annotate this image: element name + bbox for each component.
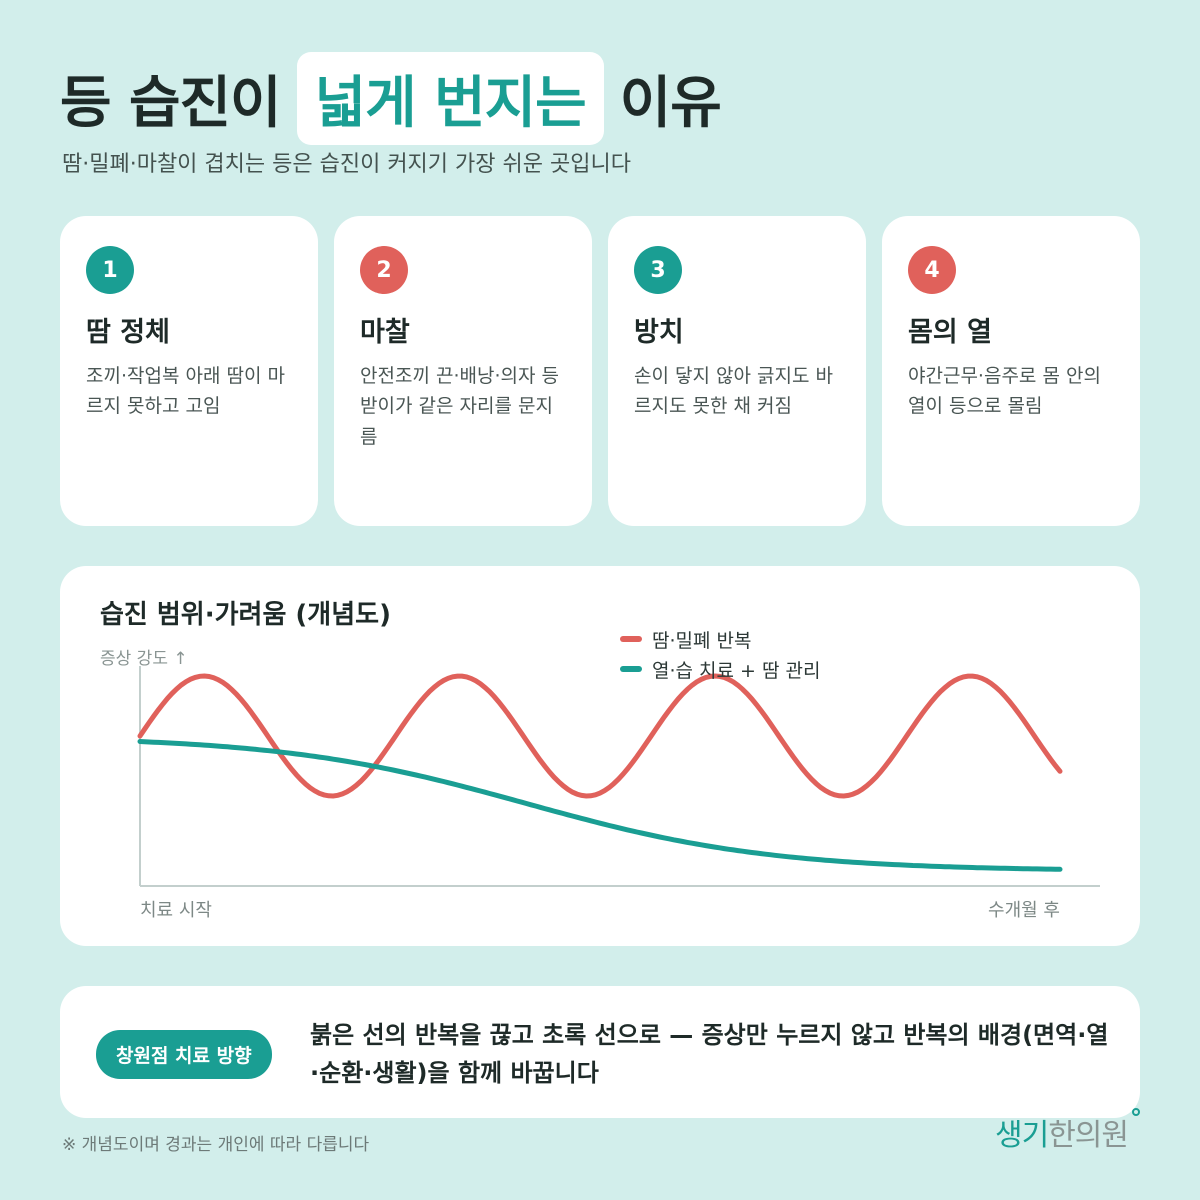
reason-card-3: 3 방치 손이 닿지 않아 긁지도 바르지도 못한 채 커짐 bbox=[608, 216, 866, 526]
legend-swatch-red bbox=[620, 636, 642, 642]
reason-card-1: 1 땀 정체 조끼·작업복 아래 땀이 마르지 못하고 고임 bbox=[60, 216, 318, 526]
card-description: 안전조끼 끈·배낭·의자 등받이가 같은 자리를 문지름 bbox=[360, 365, 559, 448]
legend-label: 땀·밀폐 반복 bbox=[652, 629, 752, 652]
card-number-badge: 1 bbox=[86, 246, 134, 294]
card-title: 땀 정체 bbox=[86, 317, 170, 348]
page-subtitle: 땀·밀폐·마찰이 겹치는 등은 습진이 커지기 가장 쉬운 곳입니다 bbox=[62, 152, 631, 177]
card-title: 방치 bbox=[634, 317, 684, 348]
x-axis-end-label: 수개월 후 bbox=[988, 900, 1060, 921]
reason-cards: 1 땀 정체 조끼·작업복 아래 땀이 마르지 못하고 고임 2 마찰 안전조끼… bbox=[60, 216, 1140, 526]
title-part1: 등 습진이 bbox=[60, 71, 282, 136]
card-description: 손이 닿지 않아 긁지도 바르지도 못한 채 커짐 bbox=[634, 365, 833, 418]
page-title: 등 습진이 넓게 번지는 이유 bbox=[60, 52, 722, 145]
title-part2: 이유 bbox=[619, 71, 722, 136]
reason-card-4: 4 몸의 열 야간근무·음주로 몸 안의 열이 등으로 몰림 bbox=[882, 216, 1140, 526]
card-description: 야간근무·음주로 몸 안의 열이 등으로 몰림 bbox=[908, 365, 1101, 418]
concept-chart-card: 습진 범위·가려움 (개념도) 땀·밀폐 반복 열·습 치료 + 땀 관리 증상… bbox=[60, 566, 1140, 946]
logo-dot-icon bbox=[1132, 1108, 1141, 1116]
card-title: 마찰 bbox=[360, 317, 410, 348]
card-number-badge: 3 bbox=[634, 246, 682, 294]
card-number-badge: 4 bbox=[908, 246, 956, 294]
card-number-badge: 2 bbox=[360, 246, 408, 294]
card-description: 조끼·작업복 아래 땀이 마르지 못하고 고임 bbox=[86, 365, 285, 418]
treatment-direction-text: 붉은 선의 반복을 끊고 초록 선으로 — 증상만 누르지 않고 반복의 배경(… bbox=[310, 1021, 1109, 1088]
chart-legend: 땀·밀폐 반복 열·습 치료 + 땀 관리 bbox=[620, 624, 820, 684]
series-line-repeat bbox=[137, 673, 1063, 799]
series-line-treatment bbox=[137, 739, 1063, 872]
legend-swatch-teal bbox=[620, 666, 642, 672]
y-axis-label: 증상 강도 ↑ bbox=[100, 649, 188, 669]
concept-chart bbox=[137, 666, 1100, 887]
chart-title: 습진 범위·가려움 (개념도) bbox=[100, 600, 391, 630]
legend-item-treatment: 열·습 치료 + 땀 관리 bbox=[620, 654, 820, 684]
logo-part2: 한의원 bbox=[1048, 1118, 1129, 1153]
brand-logo: 생기한의원 bbox=[995, 1108, 1141, 1154]
title-highlight: 넓게 번지는 bbox=[296, 52, 604, 145]
legend-label: 열·습 치료 + 땀 관리 bbox=[652, 659, 821, 682]
reason-card-2: 2 마찰 안전조끼 끈·배낭·의자 등받이가 같은 자리를 문지름 bbox=[334, 216, 592, 526]
treatment-direction-card: 창원점 치료 방향 붉은 선의 반복을 끊고 초록 선으로 — 증상만 누르지 … bbox=[60, 986, 1140, 1118]
card-title: 몸의 열 bbox=[908, 317, 992, 348]
logo-part1: 생기 bbox=[995, 1118, 1049, 1153]
x-axis-start-label: 치료 시작 bbox=[140, 900, 212, 921]
treatment-direction-badge: 창원점 치료 방향 bbox=[96, 1030, 272, 1079]
legend-item-repeat: 땀·밀폐 반복 bbox=[620, 624, 820, 654]
footnote: ※ 개념도이며 경과는 개인에 따라 다릅니다 bbox=[62, 1135, 370, 1155]
